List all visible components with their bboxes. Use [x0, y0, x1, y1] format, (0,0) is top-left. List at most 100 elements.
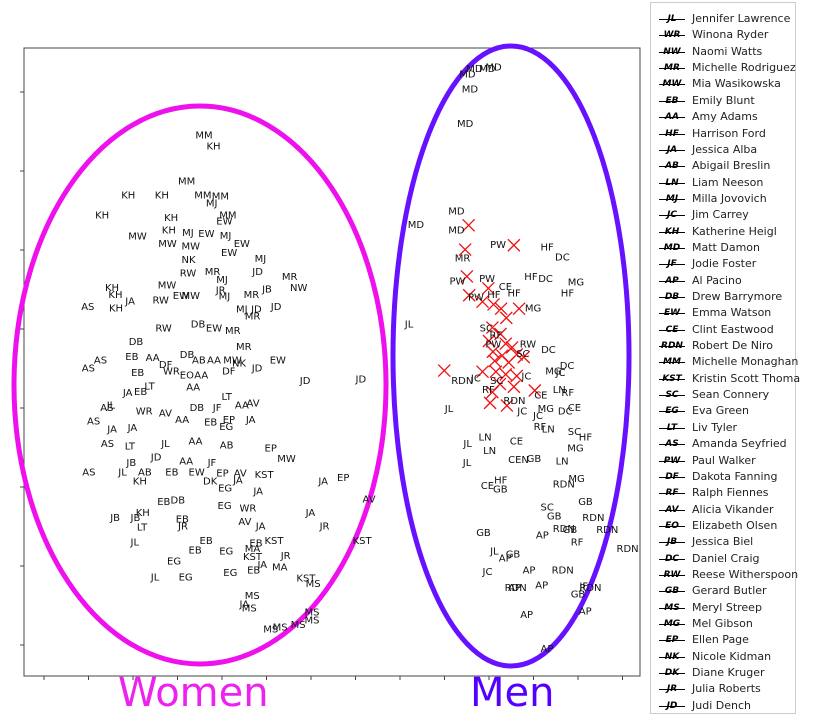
- women-point-label: EB: [157, 497, 170, 508]
- men-point-label: GB: [506, 549, 521, 560]
- men-point-label: RDN: [579, 583, 601, 594]
- women-point-label: NW: [290, 283, 307, 294]
- women-point-label: AA: [186, 383, 200, 394]
- women-point-label: AS: [82, 468, 95, 479]
- cross-marker: [483, 396, 497, 410]
- women-point-label: AS: [81, 302, 94, 313]
- men-point-label: CE: [499, 282, 512, 293]
- legend-entry: MS Meryl Streep: [651, 600, 797, 616]
- legend-label: Winona Ryder: [692, 28, 769, 42]
- legend-label: Mel Gibson: [692, 617, 753, 630]
- legend-label: Matt Damon: [692, 240, 760, 254]
- legend-entry: DK Diane Kruger: [651, 665, 797, 681]
- women-point-label: AA: [179, 457, 193, 468]
- women-point-label: JA: [305, 508, 316, 519]
- legend-marker: SC: [657, 387, 687, 403]
- cross-marker: [476, 365, 489, 379]
- cross-marker: [482, 334, 496, 348]
- legend-marker: RF: [657, 485, 687, 501]
- women-point-label: KH: [105, 283, 119, 294]
- legend-entry: MG Mel Gibson: [651, 616, 797, 632]
- cross-marker: [462, 218, 476, 232]
- legend-label: Drew Barrymore: [692, 290, 783, 303]
- women-point-label: MS: [305, 616, 320, 627]
- women-point-label: EB: [131, 368, 144, 379]
- men-point-label: MG: [567, 443, 583, 454]
- men-point-label: RDN: [451, 376, 473, 387]
- cross-marker: [494, 327, 507, 341]
- women-point-label: JA: [232, 476, 243, 487]
- men-point-label: PW: [468, 293, 484, 304]
- women-point-label: EP: [265, 443, 277, 454]
- women-point-label: EG: [219, 422, 233, 433]
- women-point-label: EB: [134, 387, 147, 398]
- men-point-label: RDN: [582, 513, 604, 524]
- legend-entry: NW Naomi Watts: [651, 44, 797, 60]
- women-point-label: JR: [280, 551, 291, 562]
- women-point-label: JR: [215, 286, 226, 297]
- women-point-label: JR: [319, 521, 330, 532]
- cross-marker: [458, 243, 472, 256]
- women-point-label: KH: [108, 290, 122, 301]
- legend-marker: MW: [657, 76, 687, 92]
- women-point-label: AB: [138, 468, 152, 479]
- legend-label: Katherine Heigl: [692, 224, 777, 238]
- women-point-label: MW: [182, 242, 201, 253]
- legend-label: Kristin Scott Thoma: [692, 371, 801, 385]
- women-point-label: MS: [263, 625, 278, 636]
- legend-marker: JR: [657, 681, 687, 697]
- legend-marker: DK: [657, 665, 687, 681]
- women-point-label: RW: [180, 268, 197, 279]
- cross-marker: [502, 356, 516, 369]
- legend-marker: AA: [657, 109, 687, 125]
- women-point-label: EG: [218, 501, 232, 512]
- legend-marker: JL: [657, 11, 687, 27]
- legend-label: Meryl Streep: [692, 600, 762, 614]
- legend-label: Alicia Vikander: [692, 502, 774, 516]
- women-point-label: MS: [242, 604, 257, 615]
- men-point-label: GB: [578, 497, 593, 508]
- legend-label: Julia Roberts: [692, 682, 761, 696]
- women-point-label: AA: [194, 371, 208, 382]
- women-point-label: JB: [261, 285, 272, 296]
- women-point-label: MS: [273, 622, 288, 633]
- legend-label: Elizabeth Olsen: [692, 518, 778, 532]
- legend-label: Diane Kruger: [692, 666, 765, 679]
- cross-marker: [507, 380, 521, 394]
- women-point-label: EW: [270, 356, 286, 367]
- women-point-label: MS: [245, 591, 260, 602]
- women-point-label: LT: [137, 522, 148, 533]
- men-point-label: MD: [448, 207, 465, 218]
- men-point-label: RDN: [617, 544, 639, 555]
- men-point-label: AP: [499, 554, 512, 565]
- women-point-label: AB: [192, 356, 206, 367]
- women-point-label: JD: [150, 452, 162, 463]
- legend-marker: JC: [657, 207, 687, 223]
- legend-label: Milla Jovovich: [692, 191, 767, 205]
- women-point-label: EW: [198, 229, 214, 240]
- legend-label: Naomi Watts: [692, 44, 763, 58]
- legend-label: Reese Witherspoon: [692, 567, 799, 581]
- men-point-label: PW: [479, 274, 495, 285]
- legend-marker: JD: [657, 698, 687, 714]
- legend-label: Abigail Breslin: [692, 159, 771, 173]
- men-point-label: AP: [520, 610, 533, 621]
- legend-label: Michelle Monaghan: [692, 355, 799, 369]
- legend-label: Amanda Seyfried: [692, 437, 787, 451]
- men-point-label: RDN: [553, 479, 575, 490]
- women-point-label: EB: [200, 536, 213, 547]
- women-point-label: EG: [219, 547, 233, 558]
- women-point-label: MM: [219, 210, 236, 221]
- women-point-label: AV: [159, 408, 172, 419]
- women-point-label: EP: [337, 473, 349, 484]
- women-point-label: AA: [189, 436, 203, 447]
- men-point-label: GB: [563, 525, 578, 536]
- legend-marker: DC: [657, 551, 687, 567]
- men-point-label: LN: [553, 385, 566, 396]
- legend-marker: CE: [657, 322, 687, 338]
- men-point-label: JC: [520, 372, 531, 383]
- women-point-label: DF: [222, 366, 236, 377]
- women-point-label: JB: [109, 513, 120, 524]
- legend-marker: KH: [657, 224, 687, 240]
- men-point-label: PW: [485, 340, 501, 351]
